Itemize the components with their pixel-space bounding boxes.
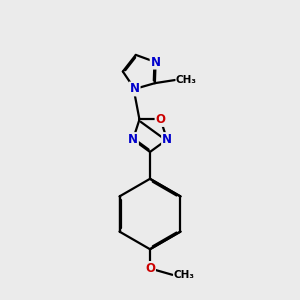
Text: CH₃: CH₃	[174, 270, 195, 280]
Text: N: N	[128, 133, 138, 146]
Text: N: N	[151, 56, 160, 69]
Text: O: O	[145, 262, 155, 275]
Text: N: N	[130, 82, 140, 95]
Text: O: O	[155, 113, 166, 126]
Text: N: N	[162, 133, 172, 146]
Text: CH₃: CH₃	[176, 75, 197, 85]
